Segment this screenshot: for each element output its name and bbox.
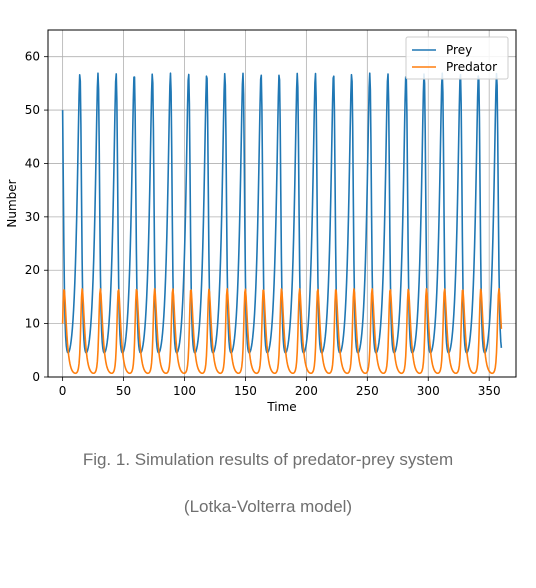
y-tick-label: 20 [25, 263, 40, 277]
y-tick-label: 50 [25, 103, 40, 117]
y-tick-label: 0 [32, 370, 40, 384]
figure-caption-line1: Fig. 1. Simulation results of predator-p… [82, 450, 454, 469]
y-tick-label: 30 [25, 210, 40, 224]
x-tick-label: 100 [173, 384, 196, 398]
y-axis-title: Number [5, 179, 19, 227]
legend: Prey Predator [405, 36, 509, 80]
x-tick-label: 250 [356, 384, 379, 398]
x-tick-label: 200 [295, 384, 318, 398]
plot-area-frame [47, 29, 517, 378]
y-tick-label: 10 [25, 317, 40, 331]
series-line-prey [61, 72, 503, 354]
y-tick-label: 60 [25, 50, 40, 64]
x-tick-label: 150 [234, 384, 257, 398]
x-tick-label: 0 [59, 384, 67, 398]
axis-ticks: 0 50 100 150 200 250 300 350 0 10 20 30 40 50 60 [25, 50, 501, 398]
y-tick-label: 40 [25, 156, 40, 170]
legend-label-predator: Predator [446, 60, 497, 74]
x-tick-label: 300 [417, 384, 440, 398]
x-tick-label: 350 [478, 384, 501, 398]
legend-box [405, 36, 509, 80]
x-axis-title: Time [266, 400, 296, 414]
series-layer [61, 72, 503, 375]
x-tick-label: 50 [116, 384, 131, 398]
legend-label-prey: Prey [446, 43, 472, 57]
series-line-predator [61, 288, 503, 375]
figure-caption-line2: (Lotka-Volterra model) [183, 497, 353, 516]
